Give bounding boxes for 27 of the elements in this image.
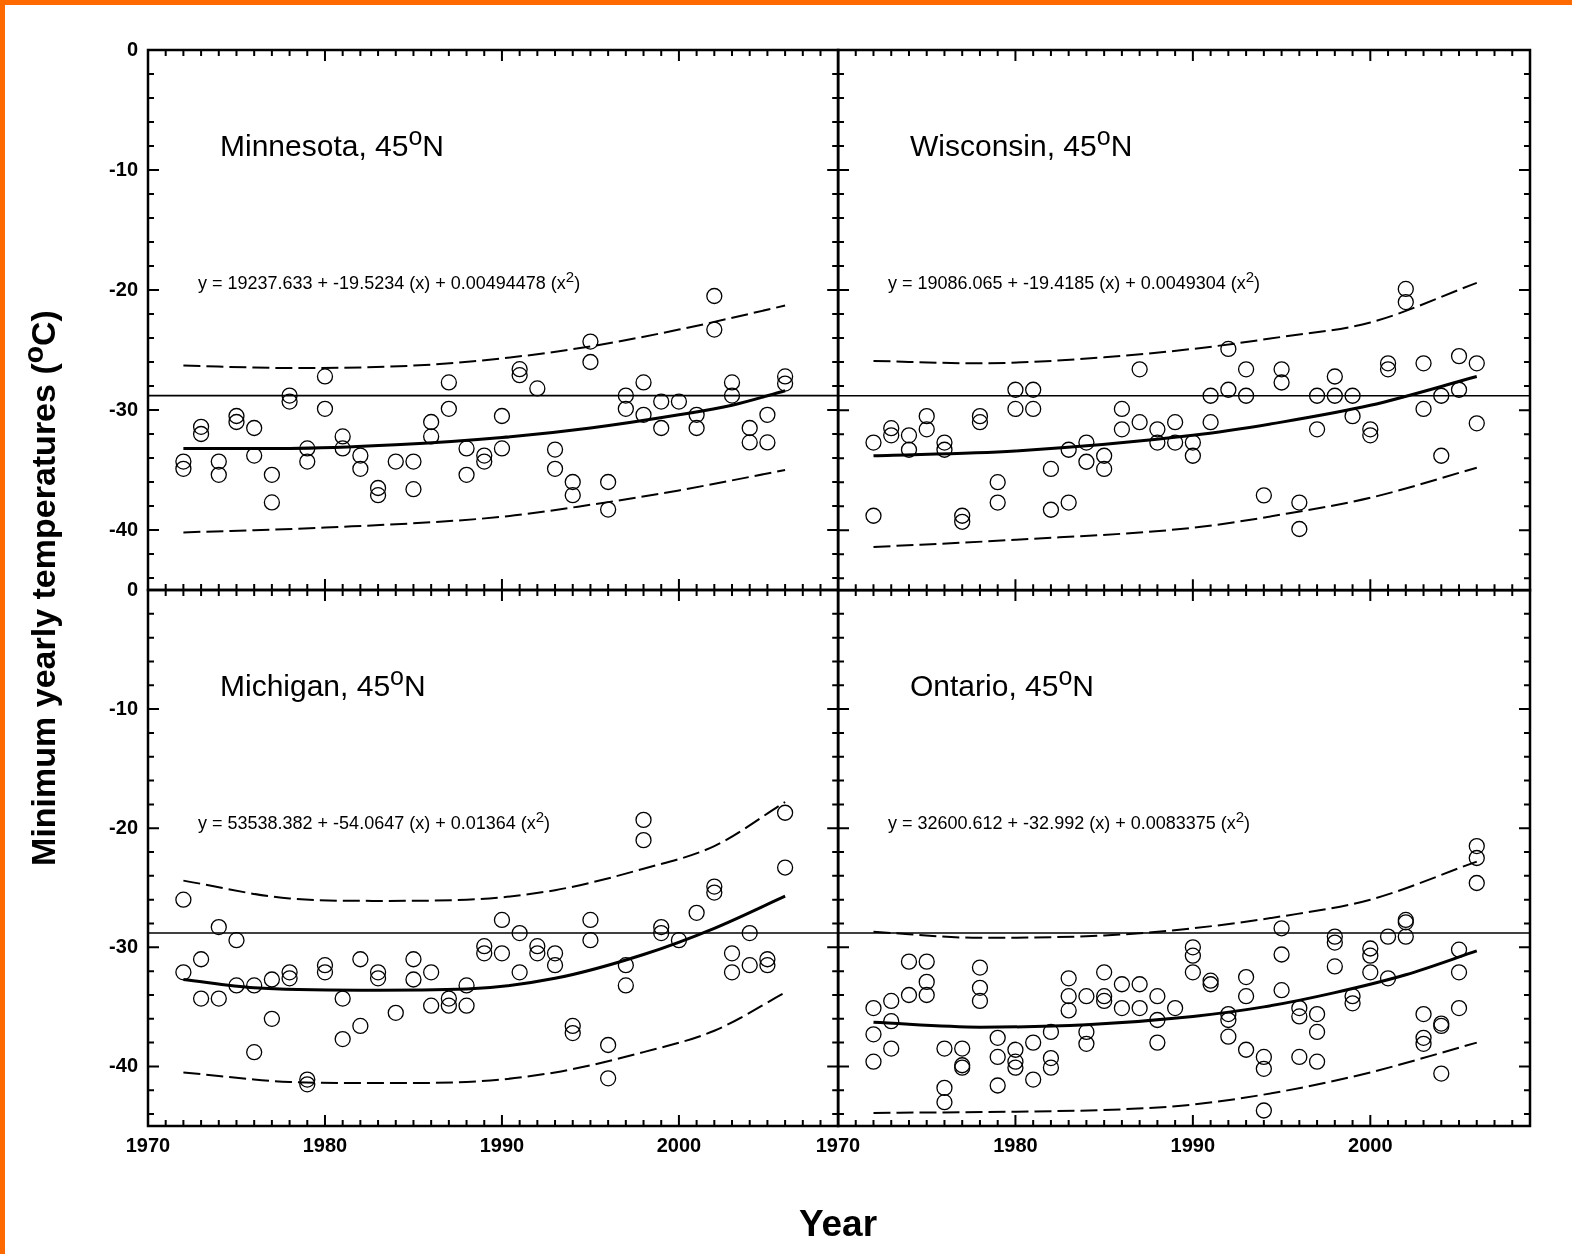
y-tick-label: -20: [109, 277, 138, 300]
x-axis-title: Year: [798, 1203, 878, 1245]
annotation: y = 19086.065 + -19.4185 (x) + 0.0049304 (x$^{2}$): [888, 268, 1261, 294]
y-tick-label: -10: [109, 696, 138, 719]
x-tick-label: 1980: [993, 1133, 1038, 1156]
text: Ontario, 45$^{o}$N: [910, 662, 1094, 703]
x-tick-label: 1980: [302, 1133, 348, 1156]
annotation: y = 53538.382 + -54.0647 (x) + 0.01364 (x$^{2}$): [198, 808, 551, 834]
y-tick-label: -20: [109, 815, 138, 838]
y-tick-label: -30: [109, 397, 138, 420]
annotation: y = 19237.633 + -19.5234 (x) + 0.00494478 (x$^{2}$): [198, 268, 581, 294]
x-tick-label: 1970: [125, 1133, 171, 1156]
x-tick-label: 1970: [815, 1133, 861, 1156]
y-tick-label: -30: [109, 934, 138, 957]
y-tick-label: 0: [126, 37, 138, 60]
y-tick-label: -40: [109, 1053, 138, 1076]
text: Wisconsin, 45$^{o}$N: [910, 122, 1133, 163]
y-tick-label: -10: [109, 157, 138, 180]
annotation: y = 32600.612 + -32.992 (x) + 0.0083375 (x$^{2}$): [888, 808, 1251, 834]
y-tick-label: -40: [109, 517, 138, 540]
x-tick-label: 2000: [1348, 1133, 1393, 1156]
y-tick-label: 0: [126, 577, 138, 600]
x-tick-label: 1990: [479, 1133, 525, 1156]
x-tick-label: 1990: [1170, 1133, 1216, 1156]
text: Michigan, 45$^{o}$N: [220, 662, 426, 703]
x-tick-label: 2000: [656, 1133, 702, 1156]
text: Minnesota, 45$^{o}$N: [220, 122, 445, 163]
